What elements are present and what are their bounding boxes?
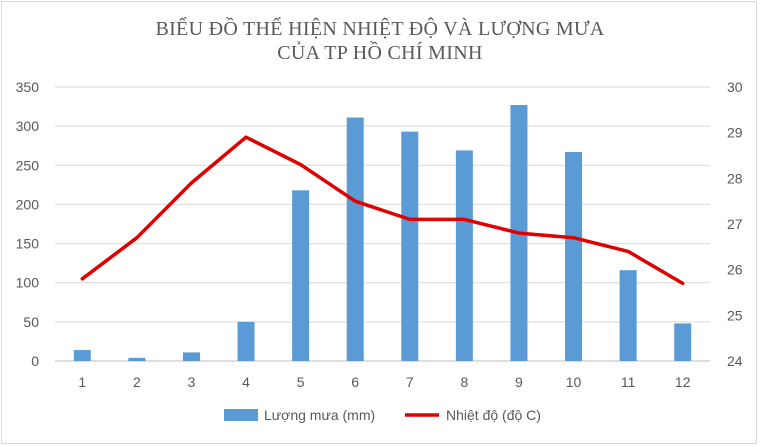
x-tick-label: 4 [242, 374, 250, 390]
chart-title-line-2: CỦA TP HỒ CHÍ MINH [277, 42, 483, 64]
legend-label-temperature: Nhiệt độ (độ C) [446, 407, 541, 423]
chart-title-line-1: BIỂU ĐỒ THỂ HIỆN NHIỆT ĐỘ VÀ LƯỢNG MƯA [155, 18, 605, 40]
left-tick-label: 200 [16, 196, 40, 212]
x-tick-label: 6 [351, 374, 359, 390]
legend: Lượng mưa (mm) Nhiệt độ (độ C) [224, 407, 541, 423]
x-tick-label: 10 [566, 374, 582, 390]
left-tick-label: 350 [16, 79, 40, 95]
temperature-line [80, 135, 685, 286]
left-tick-label: 250 [16, 157, 40, 173]
left-tick-label: 0 [31, 353, 39, 369]
x-tick-label: 12 [675, 374, 691, 390]
x-axis-ticks: 1 2 3 4 5 6 7 8 9 10 11 12 [78, 374, 690, 390]
left-tick-label: 50 [23, 314, 39, 330]
x-tick-label: 9 [515, 374, 523, 390]
x-tick-label: 8 [460, 374, 468, 390]
right-tick-label: 27 [727, 216, 743, 232]
rainfall-bar [455, 150, 473, 361]
right-tick-label: 26 [727, 262, 743, 278]
rainfall-bar [128, 357, 146, 361]
right-tick-label: 29 [727, 125, 743, 141]
left-tick-label: 150 [16, 236, 40, 252]
rainfall-bar [674, 323, 692, 361]
gridlines [55, 86, 710, 362]
x-tick-label: 3 [188, 374, 196, 390]
left-tick-label: 100 [16, 275, 40, 291]
right-axis-ticks: 24 25 26 27 28 29 30 [727, 79, 743, 369]
left-tick-label: 300 [16, 118, 40, 134]
legend-label-rainfall: Lượng mưa (mm) [264, 407, 375, 423]
right-tick-label: 24 [727, 353, 743, 369]
rainfall-bar [182, 352, 200, 361]
x-tick-label: 5 [297, 374, 305, 390]
x-tick-label: 1 [78, 374, 86, 390]
rainfall-bar [346, 117, 364, 361]
temperature-line-group [80, 135, 685, 286]
rainfall-bar [292, 190, 310, 361]
rainfall-bar [73, 350, 91, 361]
rainfall-bar [619, 270, 637, 361]
right-tick-label: 25 [727, 307, 743, 323]
rainfall-bar [401, 131, 419, 361]
right-tick-label: 30 [727, 79, 743, 95]
rainfall-bar [565, 151, 583, 361]
x-tick-label: 11 [621, 374, 636, 390]
rainfall-bars [73, 105, 692, 362]
left-axis-ticks: 0 50 100 150 200 250 300 350 [16, 79, 40, 369]
right-tick-label: 28 [727, 170, 743, 186]
x-tick-label: 7 [406, 374, 414, 390]
x-tick-label: 2 [133, 374, 141, 390]
rainfall-bar [237, 321, 255, 361]
legend-swatch-rainfall [224, 409, 258, 421]
